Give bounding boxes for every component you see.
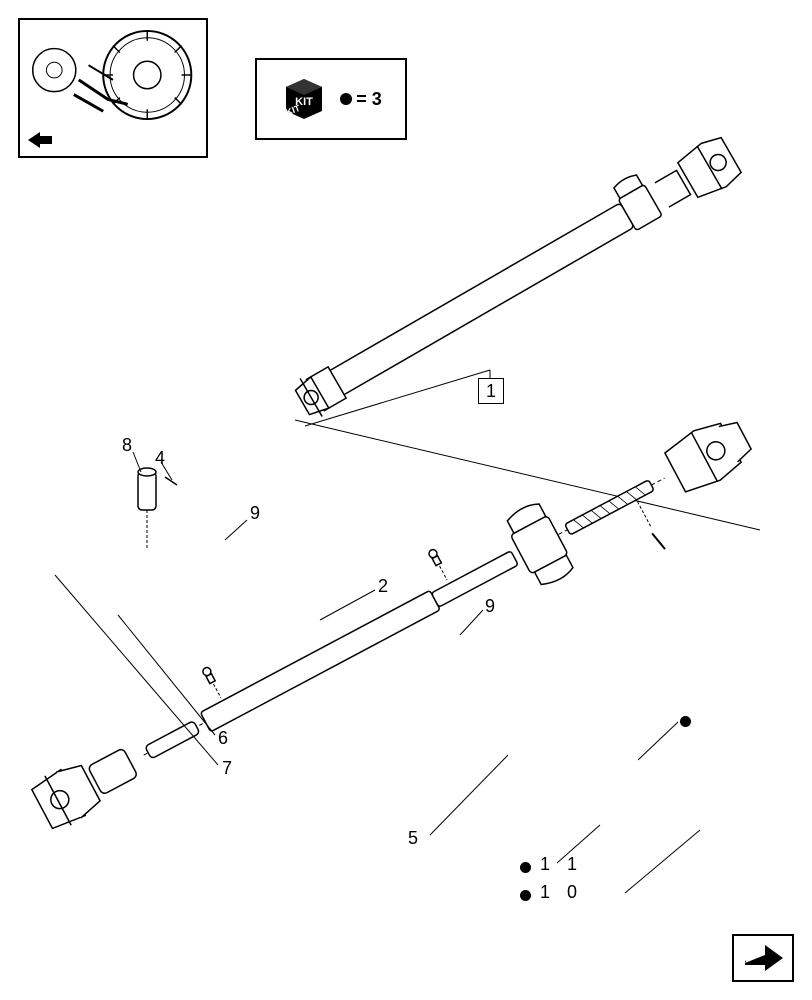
callout-9a: 9 [250,503,260,524]
callout-9b: 9 [485,596,495,617]
exploded-diagram [0,0,812,1000]
callout-11: 1 1 [540,854,583,875]
upper-assembly [286,127,743,424]
callout-1-box: 1 [478,378,504,404]
arrow-right-icon [741,943,785,973]
lower-assembly [20,393,774,864]
dot-marker-3 [520,890,531,901]
nav-next-button[interactable] [732,934,794,982]
callout-5: 5 [408,828,418,849]
callout-7: 7 [222,758,232,779]
callout-6: 6 [218,728,228,749]
callout-10: 1 0 [540,882,583,903]
dot-marker-2 [520,862,531,873]
callout-8: 8 [122,435,132,456]
callout-2: 2 [378,576,388,597]
dot-marker-1 [680,716,691,727]
callout-4: 4 [155,448,165,469]
callout-1: 1 [486,381,496,402]
